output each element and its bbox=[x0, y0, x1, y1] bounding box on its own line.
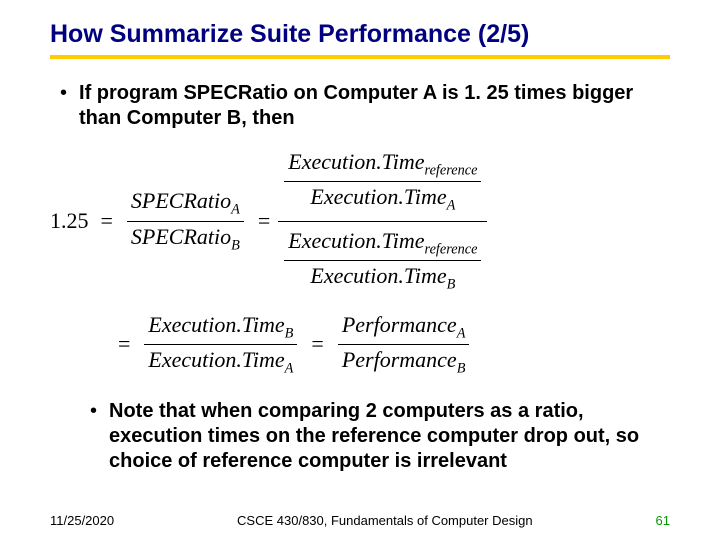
equals-sign: = bbox=[101, 208, 113, 234]
et-ref-1: Execution.Timereference bbox=[284, 147, 481, 181]
frac-perf: PerformanceA PerformanceB bbox=[338, 310, 470, 380]
et-a-2: Execution.TimeA bbox=[144, 345, 297, 379]
perf-b: PerformanceB bbox=[338, 345, 470, 379]
equals-sign: = bbox=[118, 331, 130, 357]
spec-b: SPECRatioB bbox=[127, 222, 244, 256]
bullet-text-2: Note that when comparing 2 computers as … bbox=[109, 399, 670, 474]
bullet-text-1: If program SPECRatio on Computer A is 1.… bbox=[79, 81, 670, 131]
frac-nested: Execution.Timereference Execution.TimeA … bbox=[278, 147, 487, 296]
footer: 11/25/2020 CSCE 430/830, Fundamentals of… bbox=[50, 513, 670, 528]
equals-sign: = bbox=[258, 208, 270, 234]
perf-a: PerformanceA bbox=[338, 310, 470, 344]
footer-course: CSCE 430/830, Fundamentals of Computer D… bbox=[237, 513, 533, 528]
frac-specratio: SPECRatioA SPECRatioB bbox=[127, 186, 244, 256]
frac-et-b-over-a: Execution.TimeB Execution.TimeA bbox=[144, 310, 297, 380]
eq-lhs: 1.25 bbox=[50, 208, 89, 234]
spec-a: SPECRatioA bbox=[127, 186, 244, 220]
frac-ref-over-b: Execution.Timereference Execution.TimeB bbox=[284, 226, 481, 296]
slide-title: How Summarize Suite Performance (2/5) bbox=[50, 20, 670, 55]
bullet-dot: • bbox=[90, 399, 97, 474]
et-ref-2: Execution.Timereference bbox=[284, 226, 481, 260]
frac-ref-over-a: Execution.Timereference Execution.TimeA bbox=[284, 147, 481, 217]
et-b-1: Execution.TimeB bbox=[306, 261, 459, 295]
bullet-item-2: • Note that when comparing 2 computers a… bbox=[90, 399, 670, 474]
title-underline bbox=[50, 55, 670, 59]
frac-outer-bar bbox=[278, 221, 487, 222]
footer-date: 11/25/2020 bbox=[50, 513, 114, 528]
et-b-2: Execution.TimeB bbox=[144, 310, 297, 344]
equation-row-1: 1.25 = SPECRatioA SPECRatioB = Execution… bbox=[50, 147, 670, 296]
slide: How Summarize Suite Performance (2/5) • … bbox=[0, 0, 720, 540]
equals-sign: = bbox=[311, 331, 323, 357]
et-a-1: Execution.TimeA bbox=[306, 182, 459, 216]
equation-block: 1.25 = SPECRatioA SPECRatioB = Execution… bbox=[50, 147, 670, 379]
bullet-item-1: • If program SPECRatio on Computer A is … bbox=[60, 81, 670, 131]
equation-row-2: = Execution.TimeB Execution.TimeA = Perf… bbox=[110, 310, 670, 380]
footer-page-number: 61 bbox=[656, 513, 670, 528]
bullet-dot: • bbox=[60, 81, 67, 131]
